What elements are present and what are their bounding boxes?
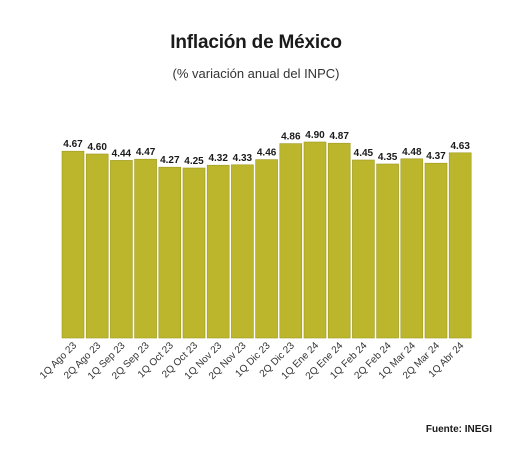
data-label: 4.86 (281, 132, 301, 143)
bar (182, 167, 206, 339)
bar (85, 153, 109, 339)
data-label: 4.32 (208, 153, 228, 164)
data-label: 4.48 (402, 147, 422, 158)
data-label: 4.35 (378, 152, 398, 163)
bar (158, 166, 182, 339)
data-label: 4.33 (233, 153, 253, 164)
chart-title: Inflación de México (170, 32, 342, 53)
chart-subtitle: (% variación anual del INPC) (172, 66, 340, 81)
data-label: 4.44 (112, 148, 132, 159)
data-label: 4.25 (184, 156, 204, 167)
data-label: 4.90 (305, 130, 325, 141)
bar (255, 159, 278, 339)
bar (231, 164, 254, 339)
bar (352, 159, 375, 339)
data-label: 4.37 (426, 151, 446, 162)
bar (134, 158, 157, 339)
source-note: Fuente: INEGI (425, 424, 492, 435)
bar (376, 163, 399, 339)
data-label: 4.46 (257, 148, 277, 159)
bar (424, 162, 448, 339)
data-label: 4.47 (136, 147, 156, 158)
bar (327, 142, 351, 339)
bar (303, 141, 327, 339)
data-label: 4.60 (87, 142, 107, 153)
data-label: 4.67 (63, 139, 83, 150)
bar (448, 152, 472, 339)
bar (279, 143, 303, 339)
bar (400, 158, 424, 339)
data-label: 4.63 (450, 141, 470, 152)
data-label: 4.27 (160, 155, 180, 166)
data-label: 4.45 (354, 148, 374, 159)
bar (61, 150, 85, 339)
data-label: 4.87 (329, 131, 349, 142)
bar (206, 164, 230, 339)
bar (110, 160, 133, 339)
